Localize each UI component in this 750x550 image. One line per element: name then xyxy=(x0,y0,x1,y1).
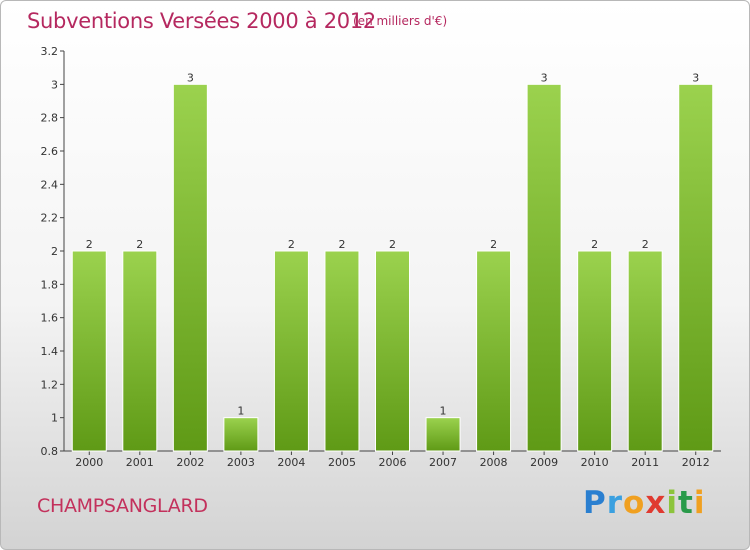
y-tick-label: 1.4 xyxy=(41,345,59,358)
y-tick-label: 2.4 xyxy=(41,178,59,191)
proxiti-logo[interactable]: Proxiti xyxy=(583,485,705,521)
data-label: 2 xyxy=(490,238,497,251)
logo-letter: x xyxy=(645,485,667,521)
x-tick-label: 2001 xyxy=(126,456,154,469)
data-label: 3 xyxy=(692,71,699,84)
y-tick-label: 2.2 xyxy=(41,212,59,225)
bar xyxy=(273,250,309,452)
data-label: 2 xyxy=(389,238,396,251)
y-tick-label: 2.6 xyxy=(41,145,59,158)
bar xyxy=(375,250,410,452)
data-label: 3 xyxy=(541,71,548,84)
data-label: 3 xyxy=(187,71,194,84)
y-tick-label: 1.2 xyxy=(41,378,59,391)
bar xyxy=(526,83,562,452)
x-tick-label: 2004 xyxy=(277,456,305,469)
bar xyxy=(476,250,512,452)
x-tick-label: 2005 xyxy=(328,456,356,469)
x-tick-label: 2000 xyxy=(75,456,103,469)
y-tick-label: 2.8 xyxy=(41,112,59,125)
x-tick-label: 2002 xyxy=(176,456,204,469)
bar xyxy=(172,83,208,452)
y-tick-label: 2 xyxy=(51,245,58,258)
y-tick-label: 1 xyxy=(51,412,58,425)
bar xyxy=(324,250,360,452)
x-tick-label: 2003 xyxy=(227,456,255,469)
bar xyxy=(627,250,663,452)
chart-subtitle: (en milliers d'€) xyxy=(353,14,448,28)
y-tick-label: 3 xyxy=(51,78,58,91)
bar xyxy=(425,417,461,452)
data-label: 1 xyxy=(237,405,244,418)
data-label: 2 xyxy=(86,238,93,251)
data-label: 2 xyxy=(136,238,143,251)
logo-letter: t xyxy=(677,485,694,521)
data-label: 2 xyxy=(591,238,598,251)
bar xyxy=(223,417,259,452)
bar xyxy=(678,83,714,452)
x-tick-label: 2008 xyxy=(480,456,508,469)
commune-name: CHAMPSANGLARD xyxy=(37,495,208,517)
y-tick-label: 3.2 xyxy=(41,45,59,58)
x-tick-label: 2009 xyxy=(530,456,558,469)
logo-letter: o xyxy=(623,485,646,521)
logo-letter: r xyxy=(606,485,624,521)
data-label: 2 xyxy=(642,238,649,251)
chart-title: Subventions Versées 2000 à 2012 xyxy=(27,9,376,33)
x-tick-label: 2012 xyxy=(682,456,710,469)
bar xyxy=(122,250,158,452)
x-tick-label: 2011 xyxy=(631,456,659,469)
x-tick-label: 2010 xyxy=(581,456,609,469)
logo-letter: P xyxy=(583,485,607,521)
bar xyxy=(577,250,613,452)
x-tick-label: 2006 xyxy=(379,456,407,469)
data-label: 1 xyxy=(440,405,447,418)
logo-letter: i xyxy=(693,485,706,521)
data-label: 2 xyxy=(338,238,345,251)
y-tick-label: 1.8 xyxy=(41,278,59,291)
x-tick-label: 2007 xyxy=(429,456,457,469)
data-label: 2 xyxy=(288,238,295,251)
y-tick-label: 1.6 xyxy=(41,312,59,325)
bar xyxy=(71,250,107,452)
logo-letter: i xyxy=(666,485,678,521)
y-tick-label: 0.8 xyxy=(41,445,59,458)
